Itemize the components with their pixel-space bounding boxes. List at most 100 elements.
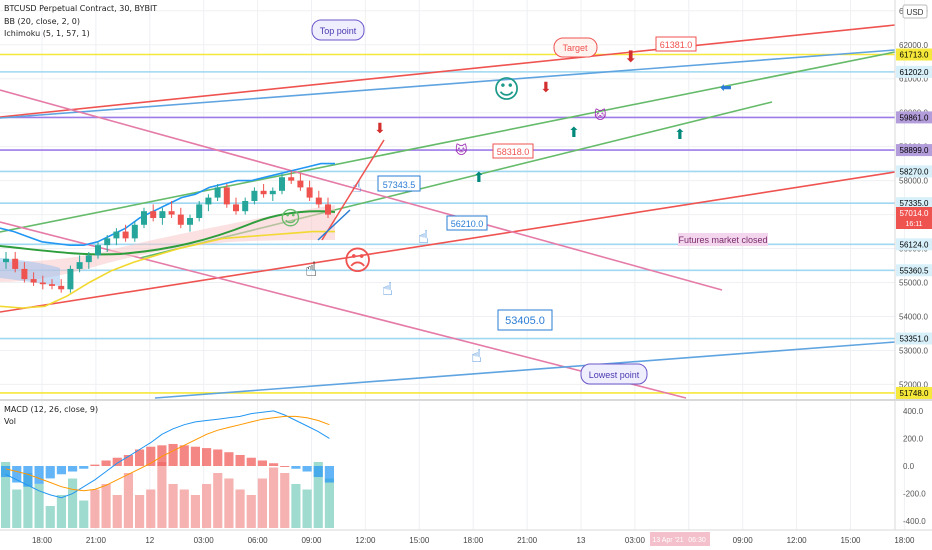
candle-body <box>223 187 230 205</box>
macd-tick-label: 0.0 <box>903 462 915 471</box>
volume-bar <box>291 484 301 528</box>
trend-line-red-lower <box>0 171 896 313</box>
candle-body <box>76 262 83 269</box>
price-level-badge <box>896 197 932 210</box>
lowest-point-callout <box>580 363 648 385</box>
time-tick-label: 21:00 <box>86 536 107 545</box>
macd-histogram-bar <box>12 466 22 483</box>
ichimoku-base-line <box>0 210 336 256</box>
time-tick-label: 18:00 <box>463 536 484 545</box>
smiley-icon: ☺ <box>280 206 301 230</box>
price-level-label: 58899.0 <box>900 146 929 155</box>
candle-body <box>122 231 129 239</box>
time-tick-label: 09:00 <box>301 536 322 545</box>
candle-body <box>325 204 331 215</box>
macd-histogram-bar <box>45 466 55 479</box>
macd-histogram-bar <box>280 466 290 467</box>
volume-bar <box>202 484 212 528</box>
volume-bar <box>235 489 245 528</box>
macd-axis: 400.0 200.0 0.0 -200.0 -400.0 <box>903 407 926 526</box>
macd-histogram-bar <box>302 466 312 472</box>
volume-bar <box>269 467 279 528</box>
volume-bar <box>224 478 234 528</box>
candle-body <box>3 258 9 263</box>
price-callout-58318 <box>492 143 534 159</box>
projection-arrow <box>317 209 351 241</box>
target-callout <box>553 37 598 58</box>
ichimoku-legend[interactable]: Ichimoku (5, 1, 57, 1) <box>4 29 90 38</box>
bb-legend[interactable]: BB (20, close, 2, 0) <box>4 17 80 26</box>
price-callout-57343-label: 57343.5 <box>383 180 416 190</box>
last-price-countdown: 16:11 <box>906 221 923 228</box>
macd-histogram-bar <box>246 457 256 466</box>
candle-body <box>85 255 92 263</box>
futures-market-closed-label: Futures market closed <box>678 235 767 245</box>
macd-histogram-bar <box>257 460 267 466</box>
volume-bar <box>280 473 290 528</box>
top-point-label: Top point <box>320 26 357 36</box>
currency-badge[interactable] <box>902 4 928 19</box>
bb-upper-line <box>0 162 335 246</box>
candle-body <box>205 197 212 205</box>
candles <box>3 170 331 293</box>
time-tick-label: 18:00 <box>894 536 915 545</box>
price-level-label: 53351.0 <box>900 335 929 344</box>
volume-bar <box>324 478 334 528</box>
macd-histogram-bar <box>235 454 245 466</box>
macd-histogram-bar <box>146 446 156 466</box>
price-level-label: 51748.0 <box>900 389 929 398</box>
price-level-label: 57335.0 <box>900 199 929 208</box>
volume-bar <box>90 489 100 528</box>
volume-bar <box>157 462 167 528</box>
volume-bar <box>1 462 11 528</box>
symbol-legend[interactable]: BTCUSD Perpetual Contract, 30, BYBIT <box>4 4 158 13</box>
candle-body <box>39 282 46 285</box>
arrow-up-icon: ⬆ <box>473 170 485 186</box>
price-axis: 63000.062000.061000.060000.059000.058000… <box>896 7 932 399</box>
price-tick-label: 54000.0 <box>899 312 928 321</box>
candle-body <box>214 187 221 198</box>
macd-histogram-bar <box>90 464 100 466</box>
price-tick-label: 58000.0 <box>899 177 928 186</box>
time-tick-label: 09:00 <box>733 536 754 545</box>
volume-bar <box>79 500 89 528</box>
price-level-label: 61713.0 <box>900 51 929 60</box>
candle-body <box>315 197 322 205</box>
volume-bar <box>257 478 267 528</box>
macd-legend[interactable]: MACD (12, 26, close, 9) <box>4 405 99 414</box>
cat-icon: 🐱 <box>455 143 468 157</box>
drawing-icons: ⬇ ⬇ ⬇ ⬆ ⬆ ⬆ ⬅ ☺ ☺ ☹ 🐱 🐱 ☝ ☝ ☝ ☝ ☝ <box>280 47 732 367</box>
candle-body <box>21 268 28 280</box>
macd-histogram-bar <box>23 466 33 487</box>
price-callout-53405-label: 53405.0 <box>505 315 545 327</box>
time-tick-label: 12 <box>145 536 154 545</box>
volume-bars <box>1 462 334 528</box>
candle-body <box>297 180 304 188</box>
price-tick-label: 61000.0 <box>899 75 928 84</box>
candle-body <box>306 187 313 198</box>
volume-bar <box>45 506 55 528</box>
macd-histogram-bar <box>1 466 11 478</box>
time-highlight-date: 13 Apr '21 <box>652 537 683 544</box>
pointing-hand-icon: ☝ <box>418 227 429 248</box>
target-label: Target <box>562 43 588 53</box>
price-level-badge <box>896 238 932 251</box>
candle-body <box>141 211 147 225</box>
last-price-label: 57014.0 <box>900 209 929 218</box>
trend-line-red-upper <box>0 24 896 118</box>
time-tick-label: 12:00 <box>787 536 808 545</box>
time-tick-label: 15:00 <box>840 536 861 545</box>
price-level-badge <box>896 165 932 178</box>
price-callout-57343 <box>377 175 421 192</box>
time-tick-label: 12:00 <box>355 536 376 545</box>
volume-bar <box>23 473 33 528</box>
macd-tick-label: -400.0 <box>903 517 926 526</box>
volume-bar <box>246 495 256 528</box>
volume-legend[interactable]: Vol <box>4 417 16 426</box>
time-tick-label: 06:00 <box>248 536 269 545</box>
macd-histogram <box>1 443 334 487</box>
arrow-left-icon: ⬅ <box>720 80 732 96</box>
macd-histogram-bar <box>190 446 200 466</box>
price-level-badge <box>896 65 932 78</box>
